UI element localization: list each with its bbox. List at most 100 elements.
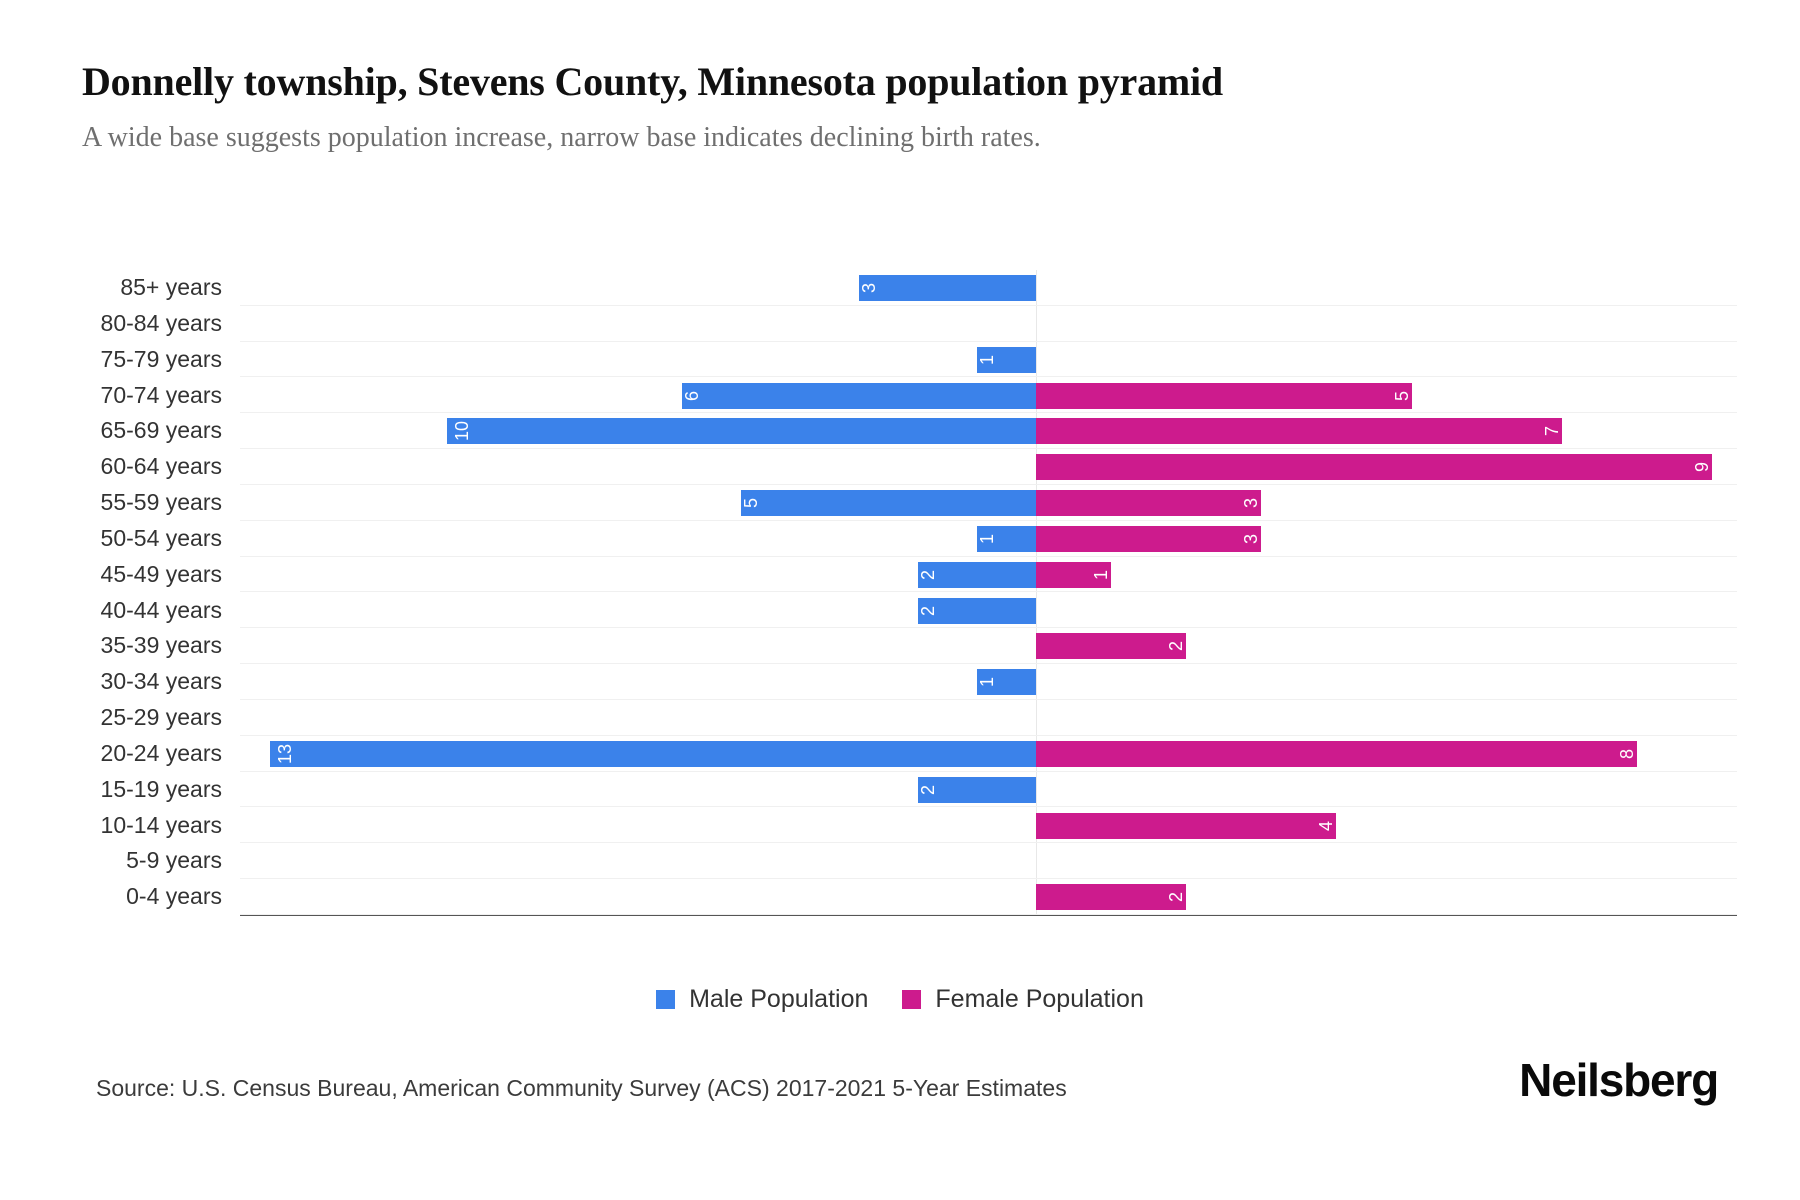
y-axis-tick-label: 65-69 years [100,417,222,444]
bar-value-label: 2 [1166,892,1187,903]
chart-row [240,843,1737,880]
gridline [240,448,1737,450]
bar-value-label: 3 [1241,533,1262,544]
gridline [240,806,1737,808]
legend-label-female: Female Population [935,985,1144,1013]
bar-value-label: 13 [275,743,296,764]
chart-row: 1 [240,664,1737,700]
y-axis-tick-label: 80-84 years [100,309,222,336]
y-axis-tick-label: 20-24 years [100,739,222,766]
bar-male[interactable]: 1 [977,346,1036,373]
chart-row: 2 [240,772,1737,808]
bar-value-label: 2 [918,569,939,580]
gridline [240,734,1737,736]
gridline [240,304,1737,306]
bar-female[interactable]: 8 [1036,740,1637,767]
y-axis-tick-label: 30-34 years [100,668,222,695]
chart-row: 13 8 [240,736,1737,772]
bar-female[interactable]: 2 [1036,884,1187,911]
page-title: Donnelly township, Stevens County, Minne… [82,59,1223,104]
chart-row: 2 [240,879,1737,915]
bar-value-label: 3 [859,282,880,294]
y-axis-tick-label: 10-14 years [100,811,222,838]
legend-item-male[interactable]: Male Population [656,985,868,1014]
bar-female[interactable]: 3 [1036,525,1262,552]
bar-female[interactable]: 9 [1036,454,1712,481]
bar-value-label: 7 [1541,426,1562,437]
chart-row [240,306,1737,342]
bar-male[interactable]: 3 [859,275,1036,301]
y-axis-tick-label: 55-59 years [100,489,222,515]
bar-male[interactable]: 2 [918,597,1036,624]
y-axis-tick-label: 25-29 years [100,704,222,730]
bar-male[interactable]: 13 [270,740,1036,767]
bar-female[interactable]: 1 [1036,561,1112,588]
gridline [240,376,1737,378]
page-subtitle: A wide base suggests population increase… [82,122,1041,153]
bar-value-label: 2 [1166,641,1187,652]
source-note: Source: U.S. Census Bureau, American Com… [96,1075,1067,1101]
plot-area: 3 1 6 5 10 7 9 5 3 1 3 2 1 2 2 1 13 8 2 4 2 [240,270,1737,916]
bar-male[interactable]: 1 [977,669,1036,696]
bar-value-label: 1 [977,354,998,365]
legend-item-female[interactable]: Female Population [902,985,1144,1014]
bar-value-label: 1 [977,533,998,544]
bar-female[interactable]: 2 [1036,633,1187,660]
bar-value-label: 1 [977,677,998,688]
bar-male[interactable]: 2 [918,561,1036,588]
bar-female[interactable]: 5 [1036,382,1412,409]
chart-row: 2 [240,593,1737,629]
chart-row: 4 [240,808,1737,844]
gridline [240,698,1737,700]
bar-female[interactable]: 7 [1036,418,1562,445]
y-axis-tick-label: 75-79 years [100,345,222,372]
gridline [240,663,1737,665]
bar-value-label: 5 [741,497,762,509]
bar-male[interactable]: 2 [918,776,1036,803]
chart-row [240,700,1737,736]
y-axis-tick-label: 40-44 years [100,596,222,623]
bar-value-label: 3 [1241,497,1262,509]
bar-value-label: 9 [1691,462,1712,473]
chart-row: 1 [240,342,1737,378]
y-axis-labels: 85+ years 80-84 years 75-79 years 70-74 yea… [0,270,230,915]
chart-legend: Male Population Female Population [0,985,1800,1014]
gridline [240,591,1737,593]
bar-male[interactable]: 10 [446,418,1036,445]
chart-row: 3 [240,270,1737,306]
gridline [240,483,1737,485]
chart-row: 10 7 [240,413,1737,450]
bar-value-label: 10 [451,421,472,442]
bar-male[interactable]: 6 [682,382,1036,409]
bar-value-label: 5 [1391,390,1412,401]
legend-label-male: Male Population [689,985,869,1013]
gridline [240,842,1737,844]
y-axis-tick-label: 15-19 years [100,775,222,802]
y-axis-tick-label: 50-54 years [100,524,222,551]
bar-value-label: 6 [682,390,703,401]
gridline [240,770,1737,772]
x-axis-baseline [240,914,1737,916]
gridline [240,519,1737,521]
bar-value-label: 4 [1316,820,1337,831]
bar-female[interactable]: 4 [1036,812,1337,839]
bar-value-label: 2 [918,605,939,616]
chart-row: 9 [240,449,1737,485]
gridline [240,555,1737,557]
bar-male[interactable]: 5 [741,490,1036,516]
y-axis-tick-label: 0-4 years [126,883,222,910]
bar-value-label: 8 [1616,748,1637,759]
bar-female[interactable]: 3 [1036,490,1262,516]
center-axis-line [1036,270,1037,915]
gridline [240,878,1737,880]
gridline [240,412,1737,414]
y-axis-tick-label: 60-64 years [100,453,222,480]
bar-male[interactable]: 1 [977,525,1036,552]
gridline [240,627,1737,629]
male-color-swatch-icon [656,990,676,1009]
